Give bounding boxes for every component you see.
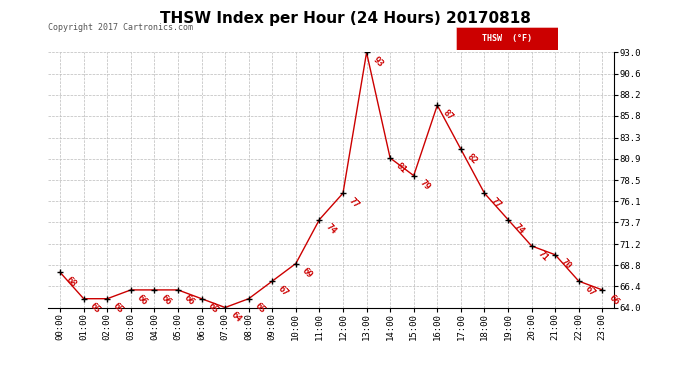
Text: 79: 79 bbox=[418, 178, 432, 192]
Text: 74: 74 bbox=[512, 222, 526, 236]
Text: 82: 82 bbox=[465, 152, 479, 166]
Text: 65: 65 bbox=[206, 302, 219, 315]
Text: THSW Index per Hour (24 Hours) 20170818: THSW Index per Hour (24 Hours) 20170818 bbox=[159, 11, 531, 26]
Text: 66: 66 bbox=[135, 293, 149, 307]
Text: 68: 68 bbox=[64, 275, 78, 289]
Text: 64: 64 bbox=[229, 310, 244, 324]
Text: 67: 67 bbox=[583, 284, 597, 298]
Text: 69: 69 bbox=[300, 266, 314, 280]
Text: 71: 71 bbox=[535, 249, 550, 263]
Text: 66: 66 bbox=[607, 293, 620, 307]
Text: 77: 77 bbox=[489, 196, 502, 210]
Text: Copyright 2017 Cartronics.com: Copyright 2017 Cartronics.com bbox=[48, 23, 193, 32]
Text: 67: 67 bbox=[277, 284, 290, 298]
Text: 81: 81 bbox=[394, 161, 408, 175]
Text: 65: 65 bbox=[111, 302, 126, 315]
Text: 65: 65 bbox=[253, 302, 267, 315]
Text: 65: 65 bbox=[88, 302, 102, 315]
Text: 66: 66 bbox=[182, 293, 196, 307]
Text: 77: 77 bbox=[347, 196, 361, 210]
Text: 70: 70 bbox=[560, 258, 573, 272]
Text: 66: 66 bbox=[159, 293, 172, 307]
Text: 93: 93 bbox=[371, 55, 385, 69]
Text: 74: 74 bbox=[324, 222, 337, 236]
Text: 87: 87 bbox=[442, 108, 455, 122]
